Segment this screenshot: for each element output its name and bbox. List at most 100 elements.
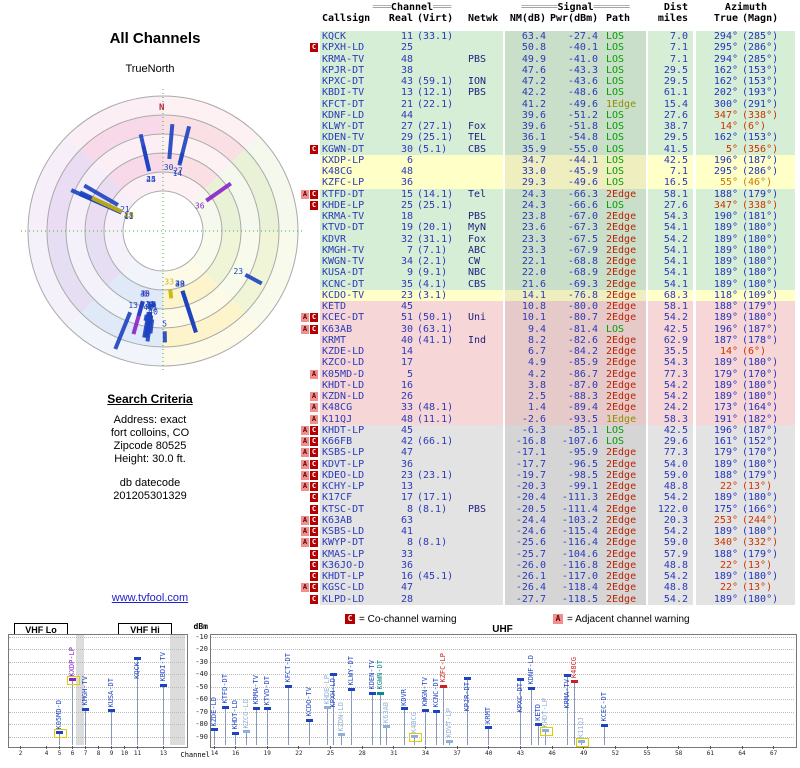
station-label: KRMA-TV — [562, 679, 571, 709]
cell-distance: 41.5 — [663, 143, 688, 155]
radar-channel-label: 34 — [147, 300, 157, 309]
signal-marker — [432, 709, 440, 713]
cell-azimuth-magnetic: (170°) — [742, 368, 779, 380]
cell-noise-margin: 41.2 — [521, 98, 546, 110]
station-label: KZDN-LD — [336, 701, 345, 732]
cell-azimuth-magnetic: (193°) — [742, 87, 779, 99]
signal-stem — [530, 690, 532, 745]
co-channel-warning-icon: C — [310, 538, 318, 548]
adjacent-channel-warning-icon: A — [301, 482, 309, 491]
cell-callsign: KUSA-DT — [322, 267, 365, 279]
cell-azimuth-magnetic: (180°) — [742, 458, 779, 470]
radar-channel-label: 21 — [120, 205, 130, 214]
cell-noise-margin: -17.7 — [515, 458, 546, 470]
row-band — [648, 402, 693, 414]
cell-noise-margin: 10.8 — [521, 301, 546, 312]
row-band — [505, 469, 646, 481]
cell-power: -118.5 — [561, 593, 598, 605]
channel-group-label: Channel — [390, 2, 434, 13]
cell-azimuth-magnetic: (180°) — [742, 571, 779, 582]
cell-azimuth-magnetic: (180°) — [742, 357, 779, 369]
cell-network: Tel — [468, 188, 487, 200]
cell-azimuth-true: 189° — [713, 492, 738, 504]
table-row: KPXH-LD 25 50.8 -40.1 LOS 7.1 295° (286°) C — [0, 42, 800, 54]
col-header-callsign: Callsign — [322, 13, 371, 24]
tvfool-link[interactable]: www.tvfool.com — [111, 592, 189, 604]
radar-channel-label: 43 — [175, 279, 185, 288]
radar-channel-label: 5 — [162, 319, 167, 328]
cell-virtual-channel: (8.1) — [417, 503, 448, 515]
table-row: KGWN-DT 30 (5.1) CBS 35.9 -55.0 LOS 41.5 5° (356°… — [0, 143, 800, 155]
gridline — [211, 661, 794, 663]
row-band — [696, 87, 795, 99]
adjacent-channel-warning-icon: A — [301, 189, 309, 199]
cell-azimuth-true: 189° — [713, 458, 738, 470]
cell-path: 2Edge — [606, 582, 637, 594]
cell-real-channel: 47 — [400, 447, 413, 459]
cell-real-channel: 40 — [400, 334, 413, 346]
row-band — [648, 42, 693, 54]
row-band — [648, 98, 693, 110]
row-band — [648, 436, 693, 448]
row-band — [505, 256, 646, 268]
cell-noise-margin: -17.1 — [515, 447, 546, 459]
signal-stem — [235, 734, 237, 746]
cell-path: LOS — [606, 436, 625, 447]
cell-power: -67.9 — [567, 244, 598, 256]
cell-noise-margin: 21.6 — [521, 278, 546, 290]
cell-real-channel: 5 — [406, 368, 413, 380]
row-band — [505, 278, 646, 290]
radar-channel-label: 17 — [147, 300, 157, 309]
row-band — [696, 244, 795, 256]
radar-channel-label: 38 — [175, 279, 185, 288]
row-band — [505, 188, 646, 200]
station-label: KMGH-TV — [81, 676, 89, 706]
x-axis-tick-label: 28 — [358, 750, 366, 757]
cell-power: -49.6 — [567, 177, 598, 189]
station-label: K11QJ — [576, 716, 585, 738]
row-band — [320, 537, 503, 549]
cell-network: PBS — [468, 53, 487, 65]
x-axis-tick-label: 61 — [706, 750, 714, 757]
signal-marker — [134, 657, 141, 661]
search-criteria-city: fort colloins, CO — [110, 427, 190, 439]
adjacent-channel-warning-icon: A — [301, 313, 309, 323]
cell-distance: 61.1 — [663, 87, 688, 99]
signal-marker — [160, 683, 167, 687]
radar-channel-label: 16 — [147, 300, 157, 309]
x-axis-tick-label: 40 — [485, 750, 493, 757]
pending-highlight-box — [540, 727, 554, 737]
row-band — [505, 132, 646, 144]
cell-azimuth-true: 175° — [713, 503, 738, 515]
adjacent-channel-warning-icon: A — [310, 369, 318, 379]
cell-real-channel: 45 — [400, 301, 413, 312]
signal-stem — [443, 688, 445, 745]
row-band — [648, 571, 693, 583]
adjacent-channel-warning-icon: A — [301, 324, 309, 334]
cell-real-channel: 32 — [400, 233, 413, 245]
cell-virtual-channel: (33.1) — [417, 31, 454, 42]
cell-power: -104.6 — [561, 548, 598, 560]
cell-azimuth-magnetic: (286°) — [742, 166, 779, 177]
cell-path: 2Edge — [606, 458, 637, 470]
row-band — [648, 503, 693, 515]
row-band — [320, 481, 503, 493]
cell-noise-margin: 1.4 — [527, 402, 546, 414]
cell-power: -82.6 — [567, 334, 598, 346]
cell-noise-margin: 42.2 — [521, 87, 546, 99]
channel-deco-left: ═══ — [372, 2, 391, 13]
cell-power: -44.1 — [567, 154, 598, 166]
row-band — [648, 222, 693, 234]
x-tick — [741, 746, 743, 749]
row-band — [696, 53, 795, 65]
table-row: K36JO-D 36 -26.0 -116.8 2Edge 48.8 22° (13°) C — [0, 559, 800, 571]
cell-noise-margin: -24.6 — [515, 526, 546, 537]
station-label: KRMT — [484, 707, 493, 725]
cell-azimuth-true: 190° — [713, 211, 738, 222]
gridline — [9, 699, 185, 700]
cell-noise-margin: 14.1 — [521, 289, 546, 301]
cell-power: -67.3 — [567, 222, 598, 234]
radar-channel-label: 45 — [140, 290, 150, 299]
gridline — [211, 736, 794, 738]
cell-callsign: KRMA-TV — [322, 53, 365, 65]
